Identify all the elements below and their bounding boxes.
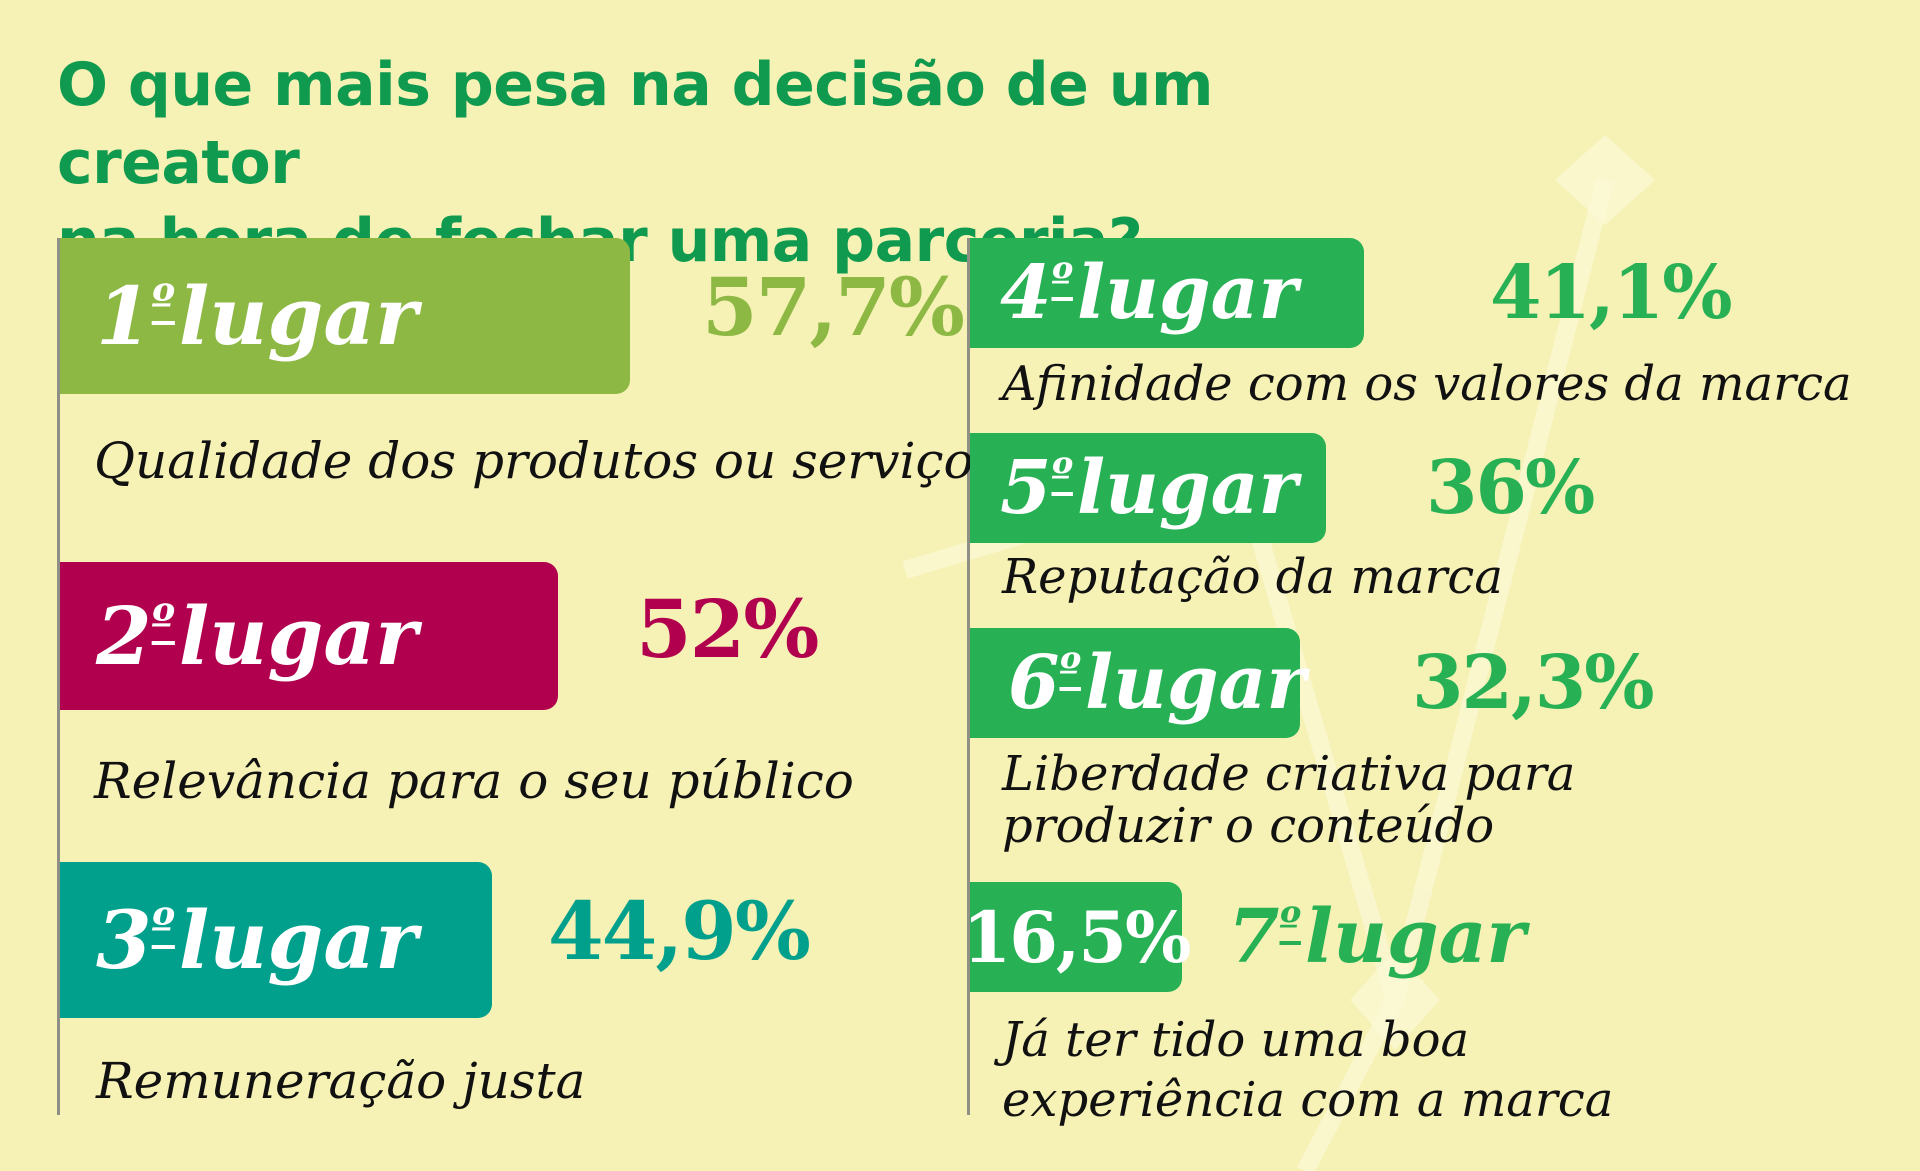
category-label: Liberdade criativa para produzir o conte… (1002, 748, 1575, 852)
rank-badge: 4ºlugar (970, 238, 1364, 348)
rank-badge: 5ºlugar (970, 433, 1326, 543)
rank-number: 6 (1008, 640, 1060, 726)
rank-badge: 2ºlugar (60, 562, 558, 710)
rank-word: lugar (1084, 640, 1306, 726)
value-label: 32,3% (1412, 640, 1655, 726)
right-column-divider (967, 238, 970, 1115)
value-label: 52% (636, 582, 819, 676)
rank-word: lugar (178, 589, 418, 683)
rank-ordinal: º (151, 594, 175, 650)
rank-ordinal: º (1051, 255, 1073, 306)
rank-ordinal: º (151, 274, 175, 330)
rank-ordinal: º (151, 898, 175, 954)
value-badge: 16,5% (963, 882, 1192, 992)
value-label: 36% (1426, 445, 1595, 531)
category-label: Remuneração justa (96, 1052, 586, 1110)
rank-badge: 3ºlugar (60, 862, 492, 1018)
rank-badge: 6ºlugar (970, 628, 1306, 738)
rank-number: 2 (96, 589, 152, 683)
left-column-divider (57, 238, 60, 1115)
rank-ordinal: º (1051, 450, 1073, 501)
rank-number: 3 (96, 893, 152, 987)
category-label: Reputação da marca (1002, 549, 1503, 605)
category-label-line-1: Liberdade criativa para (1002, 746, 1576, 802)
value-label: 16,5% (962, 895, 1192, 979)
rank-ordinal: º (1059, 645, 1081, 696)
category-label-line-2: produzir o conteúdo (1002, 798, 1495, 854)
category-label: Já ter tido uma boa experiência com a ma… (1002, 1010, 1613, 1130)
category-label: Qualidade dos produtos ou serviços (94, 432, 1000, 490)
rank-label: 6ºlugar (970, 640, 1306, 726)
rank-word: lugar (178, 269, 418, 363)
rank-word: lugar (1076, 445, 1298, 531)
rank-number: 1 (96, 269, 152, 363)
rank-word: lugar (1304, 894, 1526, 980)
rank-label: 3ºlugar (60, 893, 417, 987)
category-label: Afinidade com os valores da marca (1002, 356, 1852, 412)
rank-badge: 1ºlugar (60, 238, 630, 394)
value-label: 41,1% (1490, 250, 1733, 336)
value-label: 57,7% (702, 260, 965, 354)
chart-title-line-1: O que mais pesa na decisão de um creator (57, 50, 1214, 198)
category-label-line-2: experiência com a marca (1002, 1072, 1614, 1128)
rank-label: 7ºlugar (1228, 894, 1526, 980)
rank-ordinal: º (1279, 899, 1301, 950)
category-label-line-1: Já ter tido uma boa (1002, 1012, 1470, 1068)
rank-word: lugar (1076, 250, 1298, 336)
rank-label: 5ºlugar (970, 445, 1298, 531)
value-label: 44,9% (548, 884, 811, 978)
rank-label: 2ºlugar (60, 589, 417, 683)
rank-number: 7 (1228, 894, 1280, 980)
rank-word: lugar (178, 893, 418, 987)
rank-label: 4ºlugar (970, 250, 1298, 336)
rank-number: 5 (1000, 445, 1052, 531)
category-label: Relevância para o seu público (94, 752, 854, 810)
rank-number: 4 (1000, 250, 1052, 336)
rank-label: 1ºlugar (60, 269, 417, 363)
